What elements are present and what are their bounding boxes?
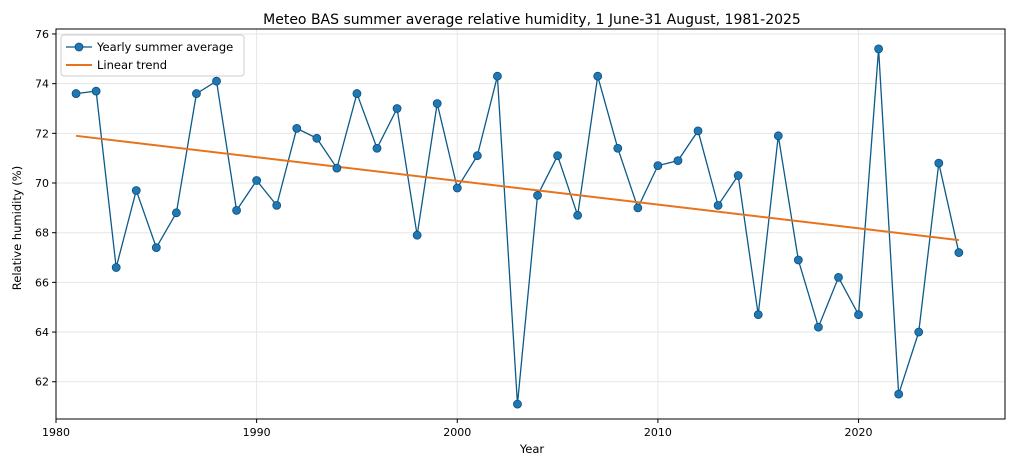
data-point (392, 104, 402, 113)
chart-title: Meteo BAS summer average relative humidi… (263, 12, 801, 28)
data-point (111, 263, 121, 272)
data-point (773, 131, 783, 141)
x-tick-label: 2010 (644, 426, 672, 439)
data-point (733, 171, 743, 180)
data-point (252, 176, 262, 185)
x-tick-label: 2000 (443, 426, 471, 439)
y-tick-label: 72 (35, 127, 49, 140)
x-tick-label: 1990 (243, 426, 271, 439)
y-tick-label: 66 (35, 276, 49, 289)
x-axis: 1980 1990 2000 2010 2020 (42, 419, 873, 439)
data-point (533, 191, 542, 200)
data-point (673, 156, 683, 166)
series-layer (71, 44, 964, 409)
data-point (192, 89, 201, 98)
data-point (292, 123, 302, 133)
data-point (171, 208, 181, 218)
plot-frame (55, 28, 1006, 420)
data-point (513, 399, 522, 409)
data-point (472, 151, 482, 161)
data-point (492, 71, 502, 81)
data-point (914, 327, 924, 337)
y-axis-title: Relative humidity (%) (10, 166, 24, 290)
y-tick-label: 74 (35, 78, 49, 91)
y-tick-label: 70 (35, 177, 49, 190)
data-point (793, 255, 803, 265)
data-point (713, 200, 723, 210)
data-point (874, 44, 884, 54)
data-point (372, 143, 382, 153)
data-point (553, 151, 562, 161)
data-point (753, 310, 763, 320)
data-point (814, 322, 823, 332)
data-point (412, 230, 422, 240)
series-line-yearly-summer-average (75, 48, 960, 405)
data-point (151, 243, 161, 252)
y-tick-label: 64 (35, 326, 49, 339)
y-tick-label: 76 (35, 28, 49, 41)
y-tick-label: 62 (35, 376, 49, 389)
grid (55, 29, 1005, 419)
y-axis: 62 64 66 68 70 72 74 76 (35, 28, 56, 389)
data-point (894, 389, 904, 399)
data-point (332, 163, 342, 173)
data-point (71, 89, 81, 98)
data-point (934, 158, 944, 168)
data-point (593, 71, 603, 81)
x-tick-label: 1980 (42, 426, 70, 439)
data-point (633, 203, 643, 213)
data-point (693, 126, 703, 136)
data-point (613, 143, 623, 153)
data-point (272, 200, 282, 210)
data-point (312, 133, 322, 143)
legend-box (60, 34, 245, 77)
series-line-linear-trend (75, 134, 959, 242)
legend-label-yearly: Yearly summer average (96, 40, 233, 54)
data-point (131, 186, 141, 195)
data-point (854, 310, 863, 320)
legend: Yearly summer average Linear trend (60, 34, 245, 77)
legend-swatch-yearly-marker (74, 42, 84, 52)
data-point (232, 205, 241, 215)
data-point (352, 89, 362, 98)
legend-label-trend: Linear trend (97, 58, 167, 72)
data-point (432, 99, 442, 108)
y-tick-label: 68 (35, 227, 49, 240)
x-tick-label: 2020 (845, 426, 873, 439)
data-point (834, 273, 843, 282)
data-point (573, 210, 583, 220)
data-point (954, 248, 964, 257)
data-point (212, 76, 221, 86)
data-point (653, 161, 663, 171)
data-point (452, 183, 462, 193)
data-point (91, 86, 101, 96)
x-axis-title: Year (519, 442, 545, 456)
